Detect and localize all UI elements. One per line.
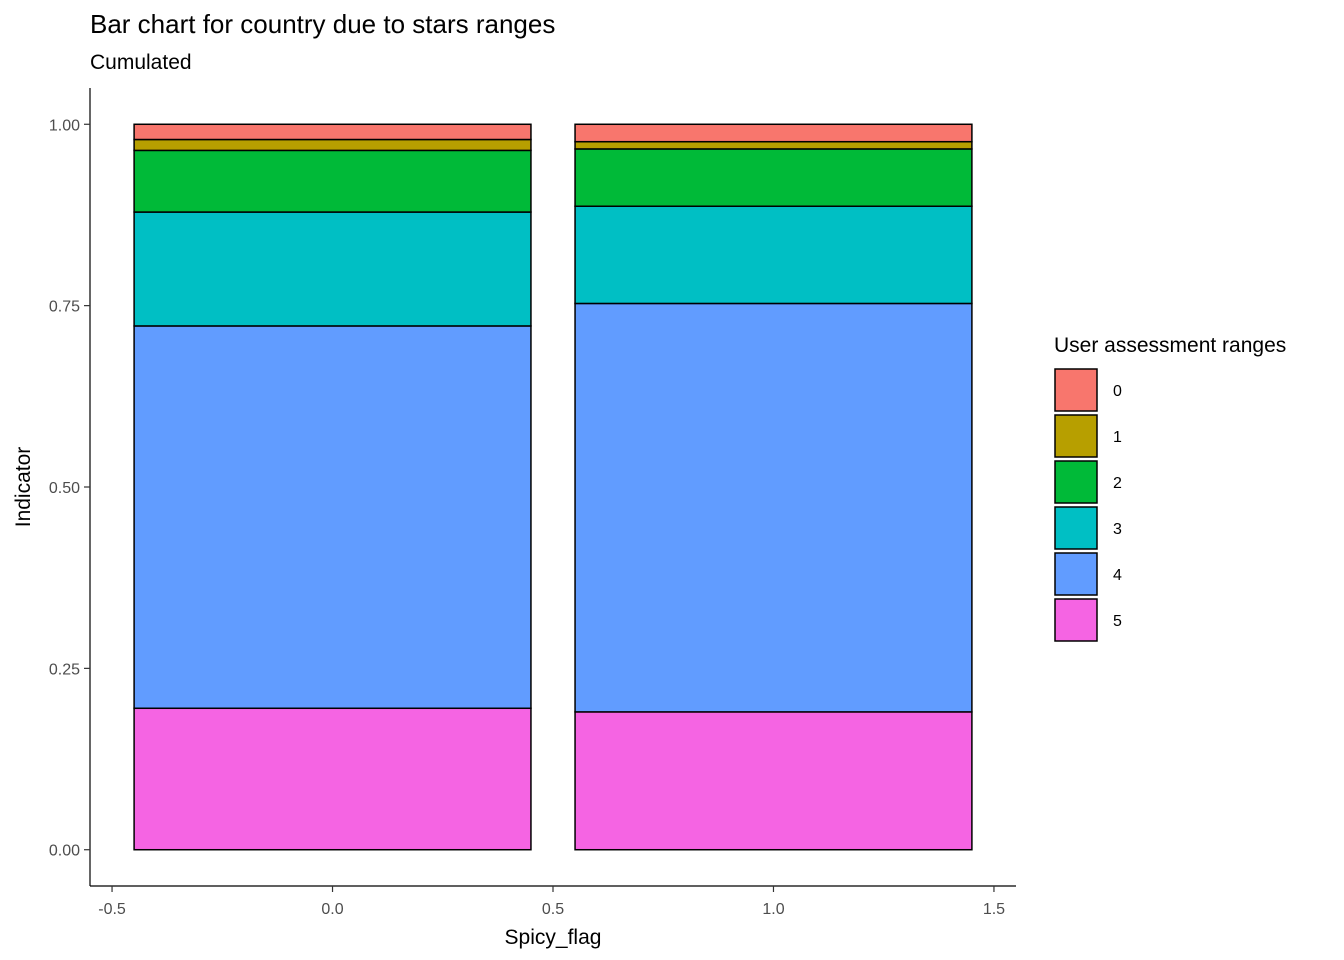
y-tick-label: 0.50	[49, 480, 80, 497]
legend-label-3: 3	[1113, 521, 1122, 538]
bar-segment-x0-range-2	[133, 149, 532, 213]
bar-segment-x0-range-5	[133, 707, 532, 851]
bar-segment-x1-range-0	[574, 123, 973, 143]
legend-label-0: 0	[1113, 383, 1122, 400]
legend-label-5: 5	[1113, 613, 1122, 630]
legend-swatch-5	[1054, 598, 1098, 642]
x-tick-label: 0.5	[542, 901, 564, 918]
bar-segment-x1-range-4	[574, 302, 973, 713]
legend-swatch-1	[1054, 414, 1098, 458]
bar-segment-x0-range-0	[133, 123, 532, 141]
bar-segment-x0-range-3	[133, 211, 532, 327]
legend-title: User assessment ranges	[1054, 334, 1286, 357]
x-tick-label: 1.0	[762, 901, 784, 918]
y-tick-label: 0.25	[49, 661, 80, 678]
chart-subtitle: Cumulated	[90, 51, 192, 74]
bar-segment-x1-range-5	[574, 711, 973, 851]
legend-label-1: 1	[1113, 429, 1122, 446]
y-tick-label: 1.00	[49, 117, 80, 134]
legend-swatch-2	[1054, 460, 1098, 504]
y-tick-label: 0.00	[49, 843, 80, 860]
legend-label-2: 2	[1113, 475, 1122, 492]
chart-title: Bar chart for country due to stars range…	[90, 9, 555, 39]
x-tick-label: 0.0	[321, 901, 343, 918]
x-ticks: -0.5 0.0 0.5 1.0 1.5	[98, 886, 1005, 918]
y-axis-title: Indicator	[12, 447, 35, 528]
legend-label-4: 4	[1113, 567, 1122, 584]
bar-segment-x1-range-3	[574, 205, 973, 305]
bars-layer	[133, 123, 973, 851]
bar-segment-x1-range-2	[574, 148, 973, 207]
x-tick-label: 1.5	[983, 901, 1005, 918]
x-axis-title: Spicy_flag	[505, 926, 602, 949]
legend-swatch-3	[1054, 506, 1098, 550]
x-tick-label: -0.5	[98, 901, 126, 918]
legend-swatch-0	[1054, 368, 1098, 412]
legend-swatch-4	[1054, 552, 1098, 596]
bar-segment-x1-range-1	[574, 140, 973, 150]
y-tick-label: 0.75	[49, 299, 80, 316]
bar-segment-x0-range-4	[133, 325, 532, 710]
bar-segment-x0-range-1	[133, 138, 532, 152]
legend: 0 1 2 3 4 5	[1054, 368, 1122, 642]
y-ticks: 0.00 0.25 0.50 0.75 1.00	[49, 117, 90, 860]
